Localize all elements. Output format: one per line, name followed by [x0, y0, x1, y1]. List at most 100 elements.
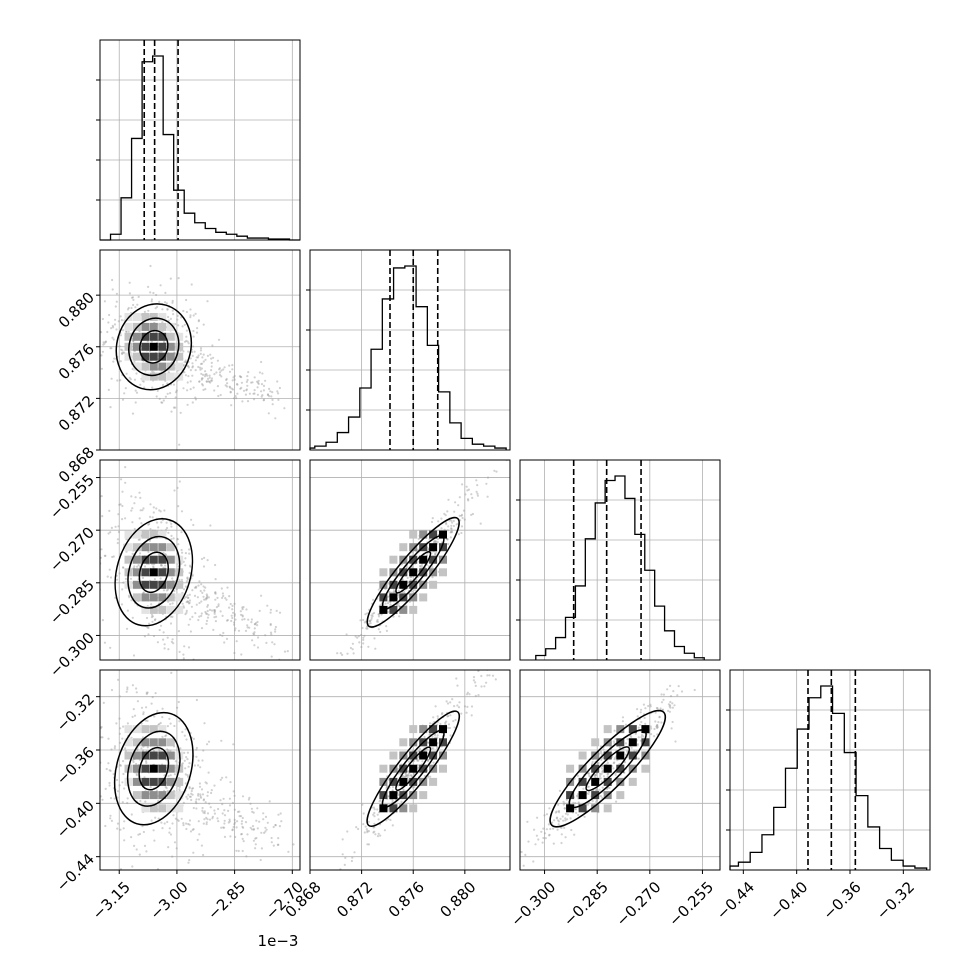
sample-point — [110, 748, 113, 751]
sample-point — [458, 496, 461, 499]
y-tick-label: −0.285 — [46, 576, 98, 628]
sample-point — [233, 374, 236, 378]
sample-point — [130, 306, 133, 310]
sample-point — [219, 633, 222, 637]
sample-point — [129, 577, 133, 580]
sample-point — [229, 602, 232, 606]
density-cell — [439, 530, 447, 539]
sample-point — [101, 317, 104, 321]
sample-point — [160, 564, 163, 567]
sample-point — [217, 820, 220, 823]
sample-point — [96, 729, 98, 731]
sample-point — [225, 385, 229, 388]
sample-point — [126, 801, 129, 805]
sample-point — [244, 629, 248, 633]
sample-point — [240, 822, 243, 825]
sample-point — [402, 775, 405, 778]
sample-point — [453, 510, 456, 513]
sample-point — [101, 736, 104, 739]
sample-point — [121, 329, 125, 332]
sample-point — [445, 720, 448, 723]
sample-point — [201, 356, 204, 359]
sample-point — [135, 874, 137, 876]
density-cell — [439, 568, 447, 577]
scatter-panel-1-3 — [309, 669, 511, 916]
density-cell — [175, 777, 184, 786]
histogram-step — [535, 475, 705, 660]
density-cell — [389, 804, 398, 813]
x-tick-label: −0.44 — [713, 878, 758, 923]
sample-point — [170, 538, 173, 541]
sample-point — [601, 786, 604, 789]
sample-point — [493, 469, 496, 472]
sample-point — [128, 292, 131, 295]
sample-point — [228, 595, 231, 598]
sample-point — [202, 323, 205, 326]
sample-point — [189, 795, 192, 798]
x-tick-label: −0.32 — [873, 878, 918, 923]
sample-point — [188, 552, 191, 555]
sample-point — [100, 367, 103, 370]
density-cell — [429, 725, 438, 734]
sample-point — [314, 914, 316, 916]
sample-point — [185, 601, 188, 604]
sample-point — [467, 499, 470, 502]
density-cell — [429, 777, 438, 786]
sample-point — [198, 580, 201, 583]
sample-point — [228, 606, 231, 609]
sample-point — [667, 703, 671, 706]
sample-point — [407, 770, 410, 773]
sample-point — [175, 847, 178, 850]
sample-point — [151, 696, 154, 699]
density-cell — [166, 332, 175, 341]
sample-point — [455, 677, 458, 680]
density-cell — [124, 322, 133, 331]
sample-point — [121, 737, 124, 740]
sample-point — [154, 816, 157, 819]
sample-point — [269, 623, 272, 627]
sample-point — [658, 716, 661, 719]
sample-point — [134, 401, 137, 404]
sample-point — [125, 538, 128, 541]
sample-point — [462, 509, 465, 512]
sample-point — [545, 828, 549, 831]
density-cell — [419, 777, 428, 786]
panel-frame — [99, 669, 301, 871]
sample-point — [222, 594, 225, 598]
sample-point — [606, 773, 609, 776]
sample-point — [613, 758, 616, 761]
density-cell — [149, 362, 158, 371]
sample-point — [534, 843, 537, 846]
sample-point — [376, 835, 380, 838]
sample-point — [379, 604, 382, 607]
sample-point — [237, 629, 241, 632]
density-cell — [141, 372, 150, 381]
sample-point — [198, 615, 201, 618]
sample-point — [201, 384, 204, 387]
sample-point — [373, 815, 376, 818]
sample-point — [200, 788, 204, 791]
sample-point — [379, 630, 382, 634]
sample-point — [130, 599, 133, 602]
sample-point — [247, 798, 250, 801]
sample-point — [256, 646, 260, 649]
sample-point — [186, 340, 189, 343]
panel-frame — [519, 459, 721, 661]
sample-point — [669, 700, 672, 704]
sample-point — [367, 645, 370, 648]
sample-point — [455, 523, 458, 526]
sample-point — [206, 605, 209, 608]
density-cell — [616, 764, 625, 773]
sample-point — [268, 800, 271, 803]
sample-point — [277, 837, 280, 840]
sample-point — [192, 335, 195, 338]
sample-point — [110, 688, 114, 692]
sample-point — [208, 376, 211, 379]
sample-point — [650, 733, 653, 736]
sample-point — [152, 291, 155, 295]
sample-point — [202, 749, 205, 752]
sample-point — [233, 651, 236, 655]
sample-point — [204, 598, 207, 601]
sample-point — [272, 825, 275, 829]
sample-point — [614, 737, 617, 741]
